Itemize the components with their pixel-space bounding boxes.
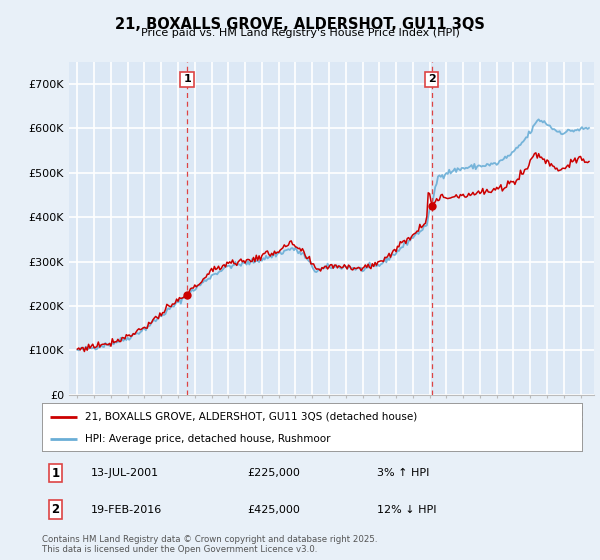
Text: £425,000: £425,000	[247, 505, 300, 515]
Text: 21, BOXALLS GROVE, ALDERSHOT, GU11 3QS: 21, BOXALLS GROVE, ALDERSHOT, GU11 3QS	[115, 17, 485, 32]
Text: 2: 2	[52, 503, 59, 516]
Text: 3% ↑ HPI: 3% ↑ HPI	[377, 468, 429, 478]
Text: 1: 1	[52, 466, 59, 480]
Text: £225,000: £225,000	[247, 468, 300, 478]
Text: 21, BOXALLS GROVE, ALDERSHOT, GU11 3QS (detached house): 21, BOXALLS GROVE, ALDERSHOT, GU11 3QS (…	[85, 412, 418, 422]
Text: Contains HM Land Registry data © Crown copyright and database right 2025.
This d: Contains HM Land Registry data © Crown c…	[42, 535, 377, 554]
Text: Price paid vs. HM Land Registry's House Price Index (HPI): Price paid vs. HM Land Registry's House …	[140, 28, 460, 38]
Text: 13-JUL-2001: 13-JUL-2001	[91, 468, 159, 478]
Text: 2: 2	[428, 74, 436, 85]
Text: 19-FEB-2016: 19-FEB-2016	[91, 505, 162, 515]
Text: 1: 1	[183, 74, 191, 85]
Text: HPI: Average price, detached house, Rushmoor: HPI: Average price, detached house, Rush…	[85, 434, 331, 444]
Text: 12% ↓ HPI: 12% ↓ HPI	[377, 505, 436, 515]
